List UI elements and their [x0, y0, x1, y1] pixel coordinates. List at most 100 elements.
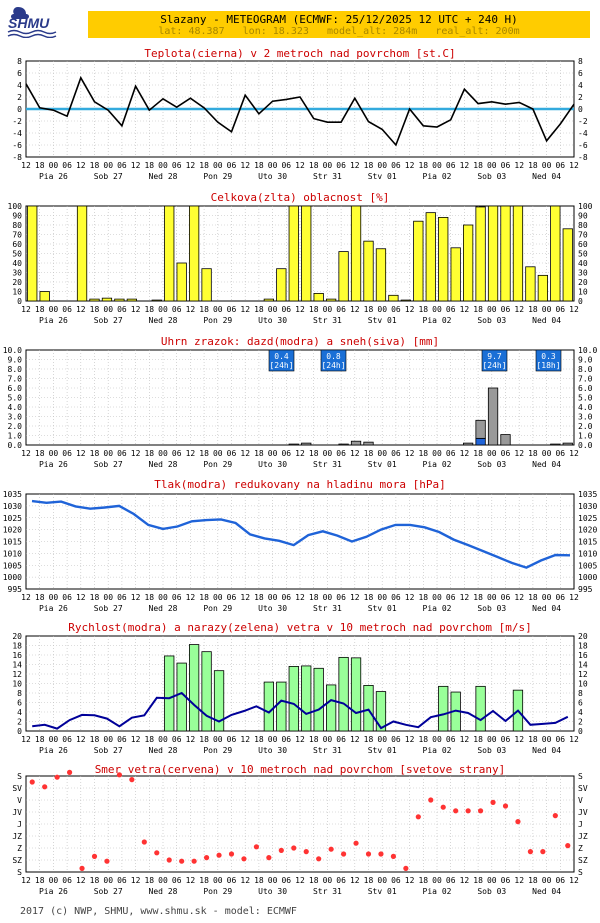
x-tick-label: 18 — [90, 593, 100, 602]
day-label: Sob 27 — [94, 460, 123, 469]
cloud-bar — [76, 205, 88, 302]
y-tick-label-left: 70 — [12, 231, 22, 240]
x-tick-label: 06 — [62, 161, 72, 170]
x-tick-label: 00 — [103, 305, 113, 314]
precip-summary-period: [18h] — [536, 361, 560, 370]
x-tick-label: 12 — [240, 876, 250, 885]
gust-bar — [263, 681, 274, 732]
precip-summary-period: [24h] — [269, 361, 293, 370]
precip-summary-box — [535, 349, 562, 372]
x-tick-label: 12 — [76, 161, 86, 170]
x-tick-label: 06 — [117, 449, 127, 458]
day-label: Pia 26 — [39, 604, 68, 613]
pressure-line — [31, 499, 571, 569]
wind-direction-point — [216, 852, 222, 858]
y-tick-label-right: 1010 — [578, 549, 597, 558]
x-tick-label: 18 — [309, 449, 319, 458]
day-label: Str 31 — [313, 172, 342, 181]
x-tick-label: 06 — [281, 593, 291, 602]
wind-direction-point — [116, 772, 123, 778]
panel-title: Uhrn zrazok: dazd(modra) a sneh(siva) [m… — [161, 335, 439, 348]
wind-direction-point — [465, 808, 471, 814]
day-label: Sob 03 — [477, 172, 506, 181]
x-tick-label: 12 — [76, 735, 86, 744]
gust-bar — [375, 691, 387, 732]
x-tick-label: 12 — [460, 593, 470, 602]
x-tick-label: 12 — [76, 449, 86, 458]
x-tick-label: 06 — [555, 876, 565, 885]
wind-direction-point — [29, 779, 35, 785]
panel-title: Tlak(modra) redukovany na hladinu mora [… — [154, 478, 445, 491]
day-label: Pia 26 — [39, 172, 68, 181]
x-tick-label: 06 — [501, 449, 511, 458]
snow-bar — [350, 440, 362, 446]
gust-bar — [338, 656, 349, 732]
y-tick-label-left: 50 — [12, 250, 22, 259]
y-tick-label-left: 20 — [12, 632, 22, 641]
x-tick-label: 06 — [501, 593, 511, 602]
x-tick-label: 12 — [405, 449, 415, 458]
x-tick-label: 12 — [514, 735, 524, 744]
x-tick-label: 18 — [254, 305, 264, 314]
day-label: Uto 30 — [258, 887, 287, 896]
x-tick-label: 06 — [446, 735, 456, 744]
day-label: Ned 28 — [149, 172, 178, 181]
snow-bar — [338, 443, 349, 446]
y-tick-label-left: 1.0 — [8, 432, 23, 441]
x-tick-label: 06 — [117, 876, 127, 885]
x-tick-label: 12 — [460, 305, 470, 314]
y-tick-label-left: V — [17, 796, 22, 805]
y-tick-label-left: S — [17, 772, 22, 781]
y-tick-label-left: 10 — [12, 680, 22, 689]
wind-direction-point — [203, 855, 210, 861]
x-tick-label: 06 — [336, 305, 346, 314]
x-tick-label: 00 — [487, 161, 497, 170]
meteogram-charts: Teplota(cierna) v 2 metroch nad povrchom… — [3, 47, 598, 896]
x-tick-label: 18 — [309, 735, 319, 744]
y-tick-label-right: 12 — [578, 670, 588, 679]
y-tick-label-right: 30 — [578, 269, 588, 278]
x-tick-label: 06 — [281, 305, 291, 314]
cloud-bar — [201, 268, 212, 302]
day-label: Sob 03 — [477, 604, 506, 613]
x-tick-label: 00 — [432, 876, 442, 885]
x-tick-label: 12 — [240, 305, 250, 314]
cloud-bar — [500, 205, 511, 302]
x-tick-label: 06 — [555, 449, 565, 458]
y-tick-label-right: 995 — [578, 585, 593, 594]
y-tick-label-right: JV — [578, 808, 588, 817]
x-tick-label: 12 — [295, 593, 305, 602]
day-label: Ned 28 — [149, 887, 178, 896]
y-tick-label-left: 90 — [12, 212, 22, 221]
x-tick-label: 18 — [473, 305, 483, 314]
day-label: Uto 30 — [258, 316, 287, 325]
day-label: Pia 02 — [423, 316, 452, 325]
x-tick-label: 12 — [240, 735, 250, 744]
y-tick-label-right: 8 — [578, 57, 583, 66]
x-tick-label: 18 — [199, 735, 209, 744]
x-tick-label: 12 — [295, 305, 305, 314]
y-tick-label-right: 8.0 — [578, 365, 593, 374]
wind-direction-point — [66, 769, 73, 776]
x-tick-label: 18 — [35, 305, 45, 314]
y-tick-label-right: 1030 — [578, 502, 597, 511]
x-tick-label: 06 — [117, 735, 127, 744]
x-tick-label: 18 — [309, 876, 319, 885]
x-tick-label: 00 — [377, 305, 387, 314]
y-tick-label-left: 8 — [17, 689, 22, 698]
y-tick-label-left: SV — [12, 784, 22, 793]
x-tick-label: 12 — [405, 735, 415, 744]
x-tick-label: 06 — [227, 305, 237, 314]
wind-direction-point — [365, 851, 372, 857]
wind-direction-point — [540, 849, 546, 855]
precip-summary-box — [268, 349, 295, 372]
snow-bar — [463, 442, 474, 446]
x-tick-label: 00 — [542, 449, 552, 458]
x-tick-label: 06 — [446, 876, 456, 885]
x-tick-label: 06 — [501, 876, 511, 885]
day-label: Str 31 — [313, 460, 342, 469]
y-tick-label-right: -4 — [578, 129, 588, 138]
x-tick-label: 12 — [240, 161, 250, 170]
x-tick-label: 12 — [186, 735, 196, 744]
x-tick-label: 06 — [555, 593, 565, 602]
